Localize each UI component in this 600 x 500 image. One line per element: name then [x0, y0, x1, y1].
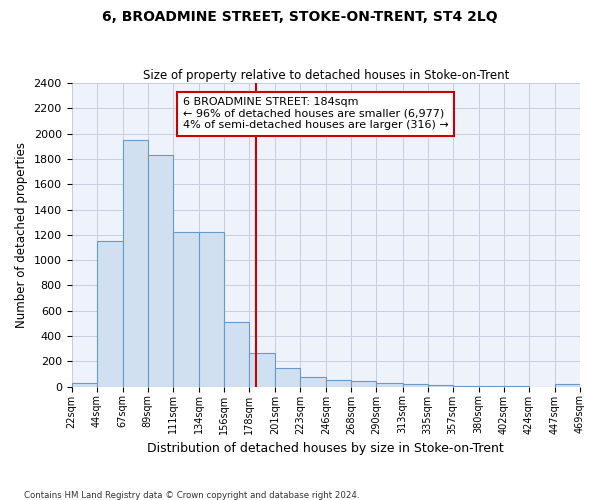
- Text: 6 BROADMINE STREET: 184sqm
← 96% of detached houses are smaller (6,977)
4% of se: 6 BROADMINE STREET: 184sqm ← 96% of deta…: [183, 97, 449, 130]
- Bar: [300, 376, 326, 386]
- Bar: [97, 241, 123, 386]
- Y-axis label: Number of detached properties: Number of detached properties: [15, 142, 28, 328]
- Bar: [71, 383, 97, 386]
- Title: Size of property relative to detached houses in Stoke-on-Trent: Size of property relative to detached ho…: [143, 69, 509, 82]
- Text: Contains HM Land Registry data © Crown copyright and database right 2024.: Contains HM Land Registry data © Crown c…: [24, 490, 359, 500]
- Bar: [555, 384, 580, 386]
- Bar: [352, 381, 376, 386]
- Bar: [376, 384, 403, 386]
- Bar: [199, 232, 224, 386]
- Bar: [224, 322, 249, 386]
- Text: 6, BROADMINE STREET, STOKE-ON-TRENT, ST4 2LQ: 6, BROADMINE STREET, STOKE-ON-TRENT, ST4…: [102, 10, 498, 24]
- Bar: [326, 380, 352, 386]
- Bar: [249, 353, 275, 386]
- Bar: [403, 384, 428, 386]
- Bar: [148, 155, 173, 386]
- Bar: [123, 140, 148, 386]
- X-axis label: Distribution of detached houses by size in Stoke-on-Trent: Distribution of detached houses by size …: [148, 442, 504, 455]
- Bar: [275, 368, 300, 386]
- Bar: [428, 385, 452, 386]
- Bar: [173, 232, 199, 386]
